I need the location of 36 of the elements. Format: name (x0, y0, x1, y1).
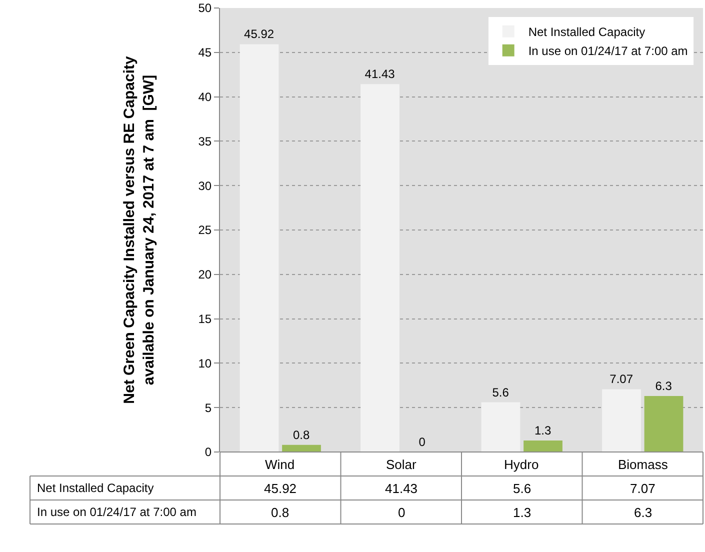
data-label: 45.92 (264, 481, 297, 496)
legend-label: In use on 01/24/17 at 7:00 am (528, 44, 688, 58)
y-tick-label: 15 (198, 312, 212, 326)
y-tick-label: 10 (198, 356, 212, 370)
y-axis-title: Net Green Capacity Installed versus RE Capacity available on January 24, 2017 at 7 am [GW] (120, 56, 158, 404)
data-label: 41.43 (385, 481, 418, 496)
x-tick-label: Solar (386, 457, 418, 472)
text: 1.3 (534, 423, 552, 438)
x-tick-label: Wind (265, 457, 295, 472)
y-tick-label: 25 (198, 223, 212, 238)
y-tick-label: 45 (198, 46, 212, 60)
x-tick-label: Biomass (618, 457, 668, 472)
y-tick-label: 40 (198, 90, 212, 104)
text: In use on 01/24/17 at 7:00 am (37, 505, 196, 519)
text: Net Installed Capacity (37, 481, 154, 495)
legend-label: Net Installed Capacity (528, 25, 646, 40)
y-tick-label: 30 (198, 178, 212, 193)
data-label: 0 (398, 505, 406, 520)
text: 0.8 (293, 428, 310, 442)
data-label: 1.3 (513, 505, 532, 520)
y-tick-label: 50 (198, 1, 212, 16)
text: 7.07 (610, 372, 634, 386)
y-tick-label: 5 (204, 400, 212, 415)
data-label: 7.07 (630, 481, 656, 496)
text: 5.6 (492, 385, 509, 400)
y-tick-label: 35 (198, 134, 212, 148)
data-label: 0.8 (271, 505, 290, 520)
y-tick-label: 20 (198, 268, 212, 282)
text: 41.43 (364, 67, 395, 82)
data-label: 6.3 (634, 505, 652, 520)
x-tick-label: Hydro (504, 457, 539, 472)
text: 6.3 (655, 379, 672, 394)
data-label: 5.6 (513, 481, 532, 496)
y-tick-label: 0 (204, 445, 212, 460)
text: 45.92 (244, 27, 274, 42)
text: 0 (418, 435, 426, 449)
